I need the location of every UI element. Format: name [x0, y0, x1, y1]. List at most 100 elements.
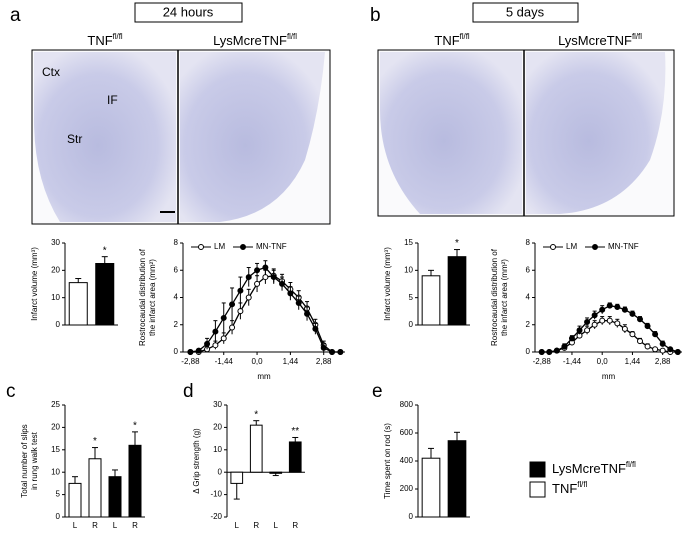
panel-letter: a	[10, 5, 21, 26]
series-line	[190, 275, 341, 353]
significance: *	[254, 409, 258, 420]
legend-marker	[198, 244, 204, 250]
label-sup: fl/fl	[632, 32, 642, 41]
label-sup: fl/fl	[577, 480, 587, 489]
x-tick-label: 2,88	[655, 357, 671, 366]
point	[621, 306, 628, 313]
label-sup: fl/fl	[626, 460, 636, 469]
point	[591, 312, 598, 319]
panel-letter: c	[6, 381, 16, 402]
y-tick-label: 5	[409, 293, 414, 302]
bar	[108, 476, 122, 518]
y-tick-label: 0	[526, 347, 531, 356]
tissue	[34, 52, 176, 222]
point	[606, 317, 613, 324]
legend-marker	[240, 244, 246, 250]
x-axis-label: mm	[602, 372, 616, 381]
bar	[288, 441, 302, 473]
y-tick-label: 0	[218, 467, 223, 476]
bar	[249, 424, 263, 473]
point	[553, 347, 560, 354]
x-axis-label: mm	[257, 372, 271, 381]
point	[270, 274, 277, 281]
y-axis-label: Infarct volume (mm³)	[30, 247, 39, 321]
point	[659, 340, 666, 347]
bar	[128, 444, 142, 518]
heading-box	[134, 2, 243, 23]
y-tick-label: 20	[51, 423, 60, 432]
y-axis-label: Infarct volume (mm³)	[383, 247, 392, 321]
significance: *	[455, 238, 459, 249]
bar	[447, 440, 467, 518]
y-axis-label: in rung walk test	[30, 431, 39, 490]
y-tick-label: 10	[404, 265, 413, 274]
x-tick-label: -1,44	[215, 357, 234, 366]
point	[584, 319, 591, 326]
tissue	[380, 52, 522, 214]
point	[295, 299, 302, 306]
point	[254, 280, 261, 287]
point	[614, 320, 621, 327]
x-tick-label: -1,44	[563, 357, 582, 366]
point	[621, 325, 628, 332]
point	[220, 335, 227, 342]
point	[212, 342, 219, 349]
significance: *	[93, 436, 97, 447]
significance: **	[291, 426, 299, 437]
y-axis-label: Rostrocaudal distribution of	[138, 248, 147, 346]
point	[629, 331, 636, 338]
point	[652, 346, 659, 353]
point	[262, 274, 269, 281]
point	[229, 301, 236, 308]
legend-label: MN-TNF	[256, 242, 287, 251]
label: TNFfl/fl	[434, 32, 470, 49]
y-tick-label: 6	[526, 265, 531, 274]
y-tick-label: 8	[174, 238, 179, 247]
y-tick-label: 400	[400, 456, 414, 465]
y-tick-label: 30	[213, 400, 222, 409]
x-tick-label: 0,0	[251, 357, 263, 366]
y-tick-label: 15	[51, 445, 60, 454]
bar	[88, 458, 102, 518]
point	[561, 343, 568, 350]
x-tick-label: L	[73, 521, 78, 530]
legend-label: LM	[566, 242, 577, 251]
point	[629, 310, 636, 317]
point	[204, 340, 211, 347]
y-tick-label: 10	[51, 467, 60, 476]
bar	[269, 471, 283, 474]
point	[245, 294, 252, 301]
y-tick-label: 0	[409, 320, 414, 329]
label-text: TNF	[87, 33, 112, 48]
y-tick-label: 0	[409, 512, 414, 521]
legend-marker	[550, 244, 556, 250]
y-tick-label: 8	[526, 238, 531, 247]
point	[599, 306, 606, 313]
x-tick-label: 2,88	[316, 357, 332, 366]
y-tick-label: 30	[51, 238, 60, 247]
label-text: TNF	[434, 33, 459, 48]
y-axis-label: Total number of slips	[20, 424, 29, 497]
y-axis-label: the infarct area (mm²)	[500, 259, 509, 336]
y-tick-label: 5	[56, 490, 61, 499]
label-text: LysMcreTNF	[558, 33, 632, 48]
point	[195, 347, 202, 354]
y-tick-label: 0	[174, 347, 179, 356]
y-tick-label: 4	[526, 293, 531, 302]
micrographs	[31, 49, 675, 225]
point	[652, 331, 659, 338]
point	[576, 327, 583, 334]
point	[312, 325, 319, 332]
bar	[68, 482, 82, 518]
point	[329, 349, 336, 355]
x-tick-label: R	[92, 521, 98, 530]
point	[637, 316, 643, 323]
y-tick-label: 200	[400, 484, 414, 493]
legend-label: MN-TNF	[608, 242, 639, 251]
legend-label: LM	[214, 242, 225, 251]
label: LysMcreTNFfl/fl	[552, 460, 636, 477]
label-sup: fl/fl	[287, 32, 297, 41]
y-tick-label: 600	[400, 428, 414, 437]
x-tick-label: L	[113, 521, 118, 530]
label-text: LysMcreTNF	[552, 461, 626, 476]
